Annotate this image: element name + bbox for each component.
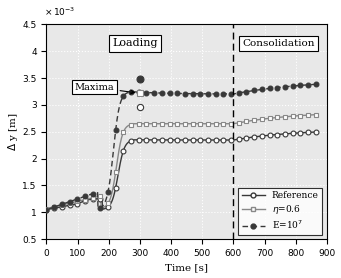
Legend: Reference, $\eta$=0.6, E=10$^7$: Reference, $\eta$=0.6, E=10$^7$ — [238, 188, 322, 235]
Text: $\times\,10^{-3}$: $\times\,10^{-3}$ — [44, 6, 75, 18]
Y-axis label: $\Delta$ y [m]: $\Delta$ y [m] — [5, 112, 19, 151]
X-axis label: Time [s]: Time [s] — [165, 264, 208, 272]
Text: Consolidation: Consolidation — [242, 39, 315, 48]
Text: Maxima: Maxima — [75, 83, 134, 94]
Text: Loading: Loading — [113, 38, 158, 48]
